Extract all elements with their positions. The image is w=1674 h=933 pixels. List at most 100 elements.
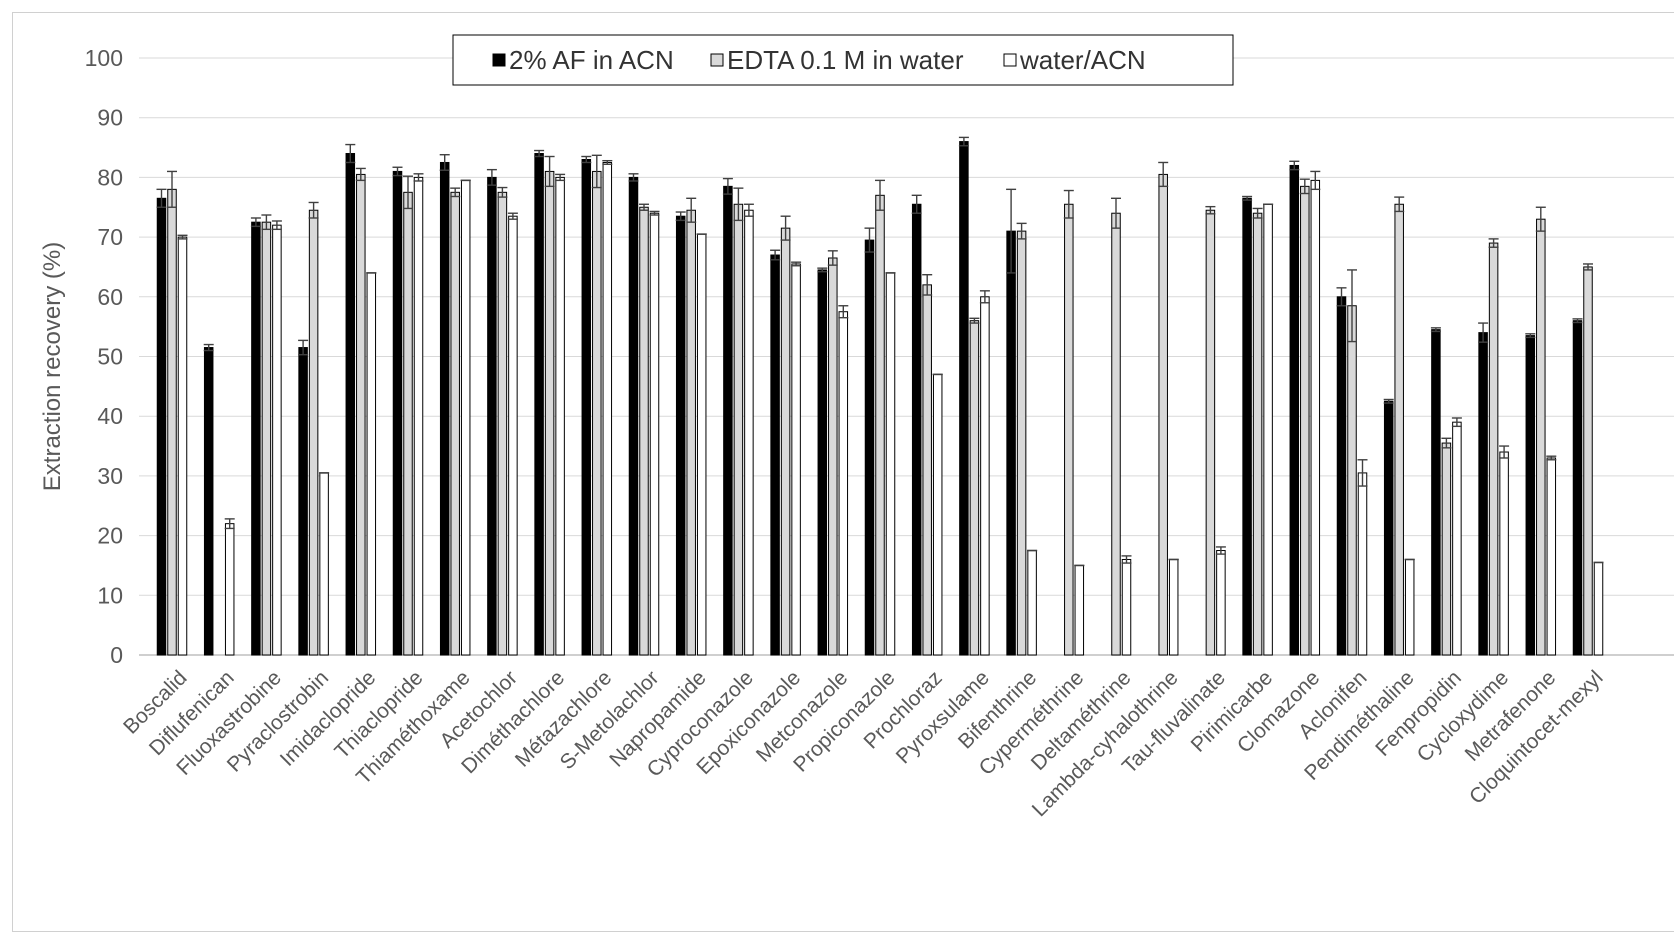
bar-edta-0-1-m-in-water-imidaclopride	[356, 173, 366, 656]
bar-2-af-in-acn-pirimicarbe	[1242, 197, 1252, 656]
bar-edta-0-1-m-in-water-fluoxastrobine	[261, 221, 272, 656]
bar-water-acn-clomazone	[1310, 179, 1321, 656]
bar-edta-0-1-m-in-water-clomazone	[1300, 185, 1310, 656]
bar-2-af-in-acn-thiamethoxame	[439, 161, 450, 656]
bar-water-acn-napropamide	[696, 233, 707, 656]
bar-edta-0-1-m-in-water-prochloraz	[922, 284, 932, 656]
bar-edta-0-1-m-in-water-cloquintocet-mexyl	[1583, 266, 1593, 656]
bar-water-acn-diflufenican	[224, 523, 235, 656]
y-axis-title: Extraction recovery (%)	[39, 242, 66, 491]
bar-edta-0-1-m-in-water-metrafenone	[1536, 218, 1546, 656]
bar-edta-0-1-m-in-water-pirimicarbe	[1252, 212, 1263, 656]
y-tick-label: 100	[85, 45, 123, 71]
bar-water-acn-pendimethaline	[1404, 558, 1415, 656]
bar-water-acn-metazachlore	[602, 161, 613, 656]
bar-edta-0-1-m-in-water-cypermethrine	[1064, 203, 1074, 656]
y-axis-ticks: 0 10 20 30 40 50 60 70 80 90 100	[85, 45, 123, 668]
bar-2-af-in-acn-metazachlore	[581, 158, 592, 656]
bar-edta-0-1-m-in-water-pendimethaline	[1394, 203, 1404, 656]
bar-2-af-in-acn-diflufenican	[203, 347, 214, 656]
bar-water-acn-cloquintocet-mexyl	[1593, 561, 1604, 656]
bar-2-af-in-acn-pyraclostrobin	[298, 347, 308, 656]
bar-edta-0-1-m-in-water-pyraclostrobin	[308, 209, 319, 656]
bar-2-af-in-acn-s-metolachlor	[628, 176, 639, 656]
bar-edta-0-1-m-in-water-s-metolachlor	[639, 206, 649, 656]
bar-edta-0-1-m-in-water-napropamide	[686, 209, 696, 656]
legend-label-edta-0-1-m-in-water: EDTA 0.1 M in water	[727, 45, 964, 75]
bar-water-acn-epoxiconazole	[791, 263, 801, 656]
bar-edta-0-1-m-in-water-lambda-cyhalothrine	[1158, 173, 1168, 656]
legend-box	[452, 34, 1234, 86]
bar-2-af-in-acn-pyroxsulame	[959, 141, 969, 656]
bar-2-af-in-acn-dimethachlore	[534, 153, 544, 656]
bar-water-acn-prochloraz	[932, 373, 943, 656]
y-tick-label: 30	[97, 463, 123, 489]
legend-swatch-edta-0-1-m-in-water	[710, 53, 724, 67]
bar-2-af-in-acn-fenpropidin	[1431, 329, 1441, 656]
bar-water-acn-acetochlor	[508, 215, 518, 656]
bar-2-af-in-acn-metrafenone	[1525, 335, 1536, 656]
bar-edta-0-1-m-in-water-epoxiconazole	[780, 227, 791, 656]
bar-chart: 0 10 20 30 40 50 60 70 80 90 100 BoscalidDiflufeni…	[39, 34, 1674, 821]
bar-2-af-in-acn-boscalid	[156, 197, 167, 656]
bar-water-acn-imidaclopride	[366, 272, 377, 656]
bar-edta-0-1-m-in-water-acetochlor	[497, 191, 508, 656]
bar-water-acn-thiamethoxame	[460, 179, 471, 656]
bar-2-af-in-acn-cloquintocet-mexyl	[1572, 320, 1583, 656]
y-tick-label: 10	[97, 582, 123, 608]
bar-water-acn-propiconazole	[885, 272, 896, 656]
bar-water-acn-bifenthrine	[1027, 550, 1037, 656]
bar-water-acn-tau-fluvalinate	[1216, 550, 1226, 656]
bar-water-acn-dimethachlore	[555, 176, 565, 656]
bar-water-acn-deltamethrine	[1121, 558, 1132, 656]
y-tick-label: 50	[97, 344, 123, 370]
bar-2-af-in-acn-metconazole	[817, 269, 828, 656]
bar-2-af-in-acn-napropamide	[675, 215, 686, 656]
bar-2-af-in-acn-fluoxastrobine	[251, 221, 261, 656]
bar-2-af-in-acn-pendimethaline	[1383, 400, 1394, 656]
y-tick-label: 90	[97, 105, 123, 131]
bar-water-acn-fenpropidin	[1452, 421, 1462, 656]
bar-2-af-in-acn-prochloraz	[911, 203, 922, 656]
y-tick-label: 60	[97, 284, 123, 310]
bar-2-af-in-acn-cycloxydime	[1478, 332, 1488, 656]
bar-edta-0-1-m-in-water-cyproconazole	[733, 203, 744, 656]
bar-edta-0-1-m-in-water-metconazole	[828, 257, 838, 656]
bar-2-af-in-acn-imidaclopride	[345, 153, 356, 656]
bar-2-af-in-acn-propiconazole	[864, 239, 875, 656]
y-tick-label: 40	[97, 403, 123, 429]
legend-swatch-2-af-in-acn	[492, 53, 506, 67]
bar-2-af-in-acn-cyproconazole	[723, 185, 733, 656]
bar-water-acn-cypermethrine	[1074, 564, 1085, 656]
bar-2-af-in-acn-aclonifen	[1336, 296, 1347, 656]
bar-edta-0-1-m-in-water-propiconazole	[875, 194, 885, 656]
bar-water-acn-s-metolachlor	[649, 212, 660, 656]
bar-edta-0-1-m-in-water-metazachlore	[592, 170, 602, 656]
y-tick-label: 20	[97, 523, 123, 549]
bar-2-af-in-acn-clomazone	[1289, 164, 1300, 656]
bar-water-acn-fluoxastrobine	[272, 224, 282, 656]
bar-water-acn-pirimicarbe	[1263, 203, 1273, 656]
bar-water-acn-thiaclopride	[413, 176, 424, 656]
legend-label-water-acn: water/ACN	[1019, 45, 1146, 75]
bar-edta-0-1-m-in-water-thiaclopride	[403, 191, 413, 656]
x-axis-category-labels: BoscalidDiflufenicanFluoxastrobinePyracl…	[119, 666, 1607, 821]
bars	[156, 136, 1604, 656]
bar-water-acn-metrafenone	[1546, 457, 1557, 656]
legend: 2% AF in ACN EDTA 0.1 M in water water/ACN	[452, 34, 1234, 86]
bar-edta-0-1-m-in-water-tau-fluvalinate	[1205, 209, 1216, 656]
y-tick-label: 0	[110, 642, 123, 668]
bar-2-af-in-acn-bifenthrine	[1006, 230, 1016, 656]
bar-water-acn-cycloxydime	[1499, 451, 1509, 656]
bar-edta-0-1-m-in-water-fenpropidin	[1441, 442, 1452, 656]
legend-label-2-af-in-acn: 2% AF in ACN	[509, 45, 674, 75]
y-tick-label: 80	[97, 164, 123, 190]
bar-edta-0-1-m-in-water-thiamethoxame	[450, 191, 460, 656]
bar-edta-0-1-m-in-water-aclonifen	[1347, 305, 1357, 656]
bar-water-acn-pyraclostrobin	[319, 472, 329, 656]
bar-edta-0-1-m-in-water-deltamethrine	[1111, 212, 1121, 656]
bar-2-af-in-acn-epoxiconazole	[770, 254, 780, 656]
bar-edta-0-1-m-in-water-boscalid	[167, 188, 177, 656]
legend-swatch-water-acn	[1003, 53, 1017, 67]
bar-edta-0-1-m-in-water-bifenthrine	[1016, 230, 1027, 656]
